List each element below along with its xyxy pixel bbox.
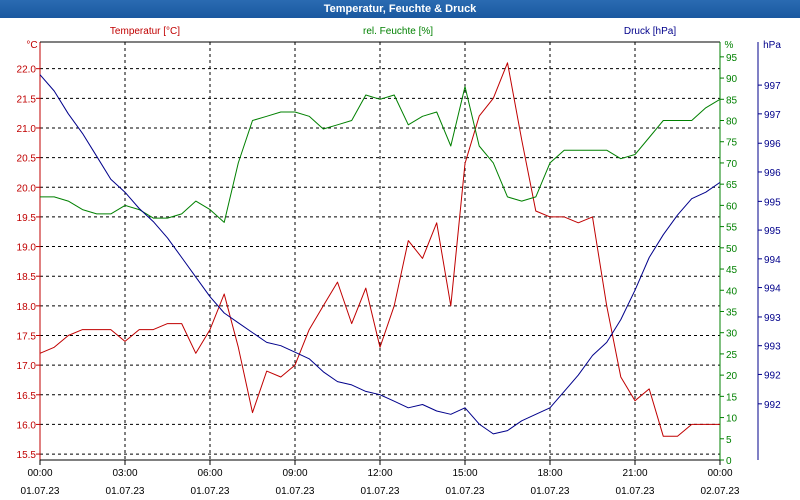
x-tick-label-time: 18:00: [537, 468, 562, 479]
humidity-tick-label: 80: [726, 117, 738, 128]
x-tick-label-date: 01.07.23: [361, 486, 400, 497]
humidity-tick-label: 50: [726, 244, 738, 255]
x-tick-label-date: 01.07.23: [106, 486, 145, 497]
axis-labels: 00:00 01.07.23 03:00 01.07.23 06:00 01.07.23 0…: [17, 53, 782, 497]
humidity-tick-label: 30: [726, 329, 738, 340]
humidity-tick-label: 0: [726, 456, 732, 467]
temperature-tick-label: 18.5: [17, 272, 37, 283]
pressure-tick-label: 997: [764, 110, 781, 121]
x-tick-label-time: 00:00: [707, 468, 732, 479]
x-tick-label-time: 00:00: [27, 468, 52, 479]
pressure-tick-label: 995: [764, 197, 781, 208]
humidity-tick-label: 75: [726, 138, 738, 149]
temperature-tick-label: 20.0: [17, 183, 37, 194]
series-lines: [39, 62, 721, 437]
pressure-tick-label: 996: [764, 168, 781, 179]
pressure-tick-label: 997: [764, 81, 781, 92]
temperature-tick-label: 16.0: [17, 420, 37, 431]
pressure-tick-label: 994: [764, 255, 781, 266]
x-tick-label-date: 02.07.23: [701, 486, 740, 497]
temperature-unit-label: °C: [26, 40, 37, 51]
humidity-tick-label: 70: [726, 159, 738, 170]
temperature-tick-label: 21.0: [17, 124, 37, 135]
temperature-tick-label: 20.5: [17, 154, 37, 165]
grid: [40, 42, 720, 460]
chart-canvas: 00:00 01.07.23 03:00 01.07.23 06:00 01.07.23 0…: [17, 26, 782, 497]
temperature-tick-label: 15.5: [17, 450, 37, 461]
humidity-tick-label: 40: [726, 286, 738, 297]
temperature-tick-label: 19.5: [17, 213, 37, 224]
x-tick-label-date: 01.07.23: [191, 486, 230, 497]
pressure-tick-label: 993: [764, 313, 781, 324]
pressure-tick-label: 992: [764, 370, 781, 381]
x-tick-label-time: 03:00: [112, 468, 137, 479]
temperature-tick-label: 19.0: [17, 243, 37, 254]
temperature-tick-label: 17.0: [17, 361, 37, 372]
humidity-unit-label: %: [725, 40, 734, 51]
temperature-tick-label: 17.5: [17, 331, 37, 342]
temperature-tick-label: 22.0: [17, 65, 37, 76]
x-tick-label-date: 01.07.23: [21, 486, 60, 497]
x-tick-label-time: 21:00: [622, 468, 647, 479]
x-tick-label-date: 01.07.23: [276, 486, 315, 497]
x-tick-label-date: 01.07.23: [531, 486, 570, 497]
x-tick-label-time: 12:00: [367, 468, 392, 479]
x-tick-label-time: 06:00: [197, 468, 222, 479]
humidity-tick-label: 20: [726, 371, 738, 382]
humidity-tick-label: 15: [726, 392, 738, 403]
pressure-tick-label: 995: [764, 226, 781, 237]
humidity-tick-label: 55: [726, 223, 738, 234]
pressure-tick-label: 996: [764, 139, 781, 150]
temperature-tick-label: 21.5: [17, 94, 37, 105]
legend-humidity: rel. Feuchte [%]: [363, 26, 433, 37]
humidity-tick-label: 90: [726, 74, 738, 85]
temperature-line: [39, 62, 720, 437]
temperature-tick-label: 18.0: [17, 302, 37, 313]
plot-frame: [36, 41, 762, 465]
humidity-tick-label: 85: [726, 95, 738, 106]
humidity-tick-label: 25: [726, 350, 738, 361]
humidity-line: [40, 86, 721, 223]
pressure-unit-label: hPa: [763, 40, 781, 51]
humidity-tick-label: 45: [726, 265, 738, 276]
x-tick-label-date: 01.07.23: [616, 486, 655, 497]
temperature-tick-label: 16.5: [17, 391, 37, 402]
humidity-tick-label: 95: [726, 53, 738, 64]
humidity-tick-label: 35: [726, 307, 738, 318]
legend-pressure: Druck [hPa]: [624, 26, 676, 37]
humidity-tick-label: 10: [726, 414, 738, 425]
pressure-line: [39, 74, 721, 435]
x-tick-label-date: 01.07.23: [446, 486, 485, 497]
pressure-tick-label: 994: [764, 284, 781, 295]
x-tick-label-time: 15:00: [452, 468, 477, 479]
chart-title: Temperatur, Feuchte & Druck: [0, 0, 800, 18]
humidity-tick-label: 5: [726, 435, 732, 446]
pressure-tick-label: 992: [764, 400, 781, 411]
x-tick-label-time: 09:00: [282, 468, 307, 479]
humidity-tick-label: 65: [726, 180, 738, 191]
humidity-tick-label: 60: [726, 201, 738, 212]
pressure-tick-label: 993: [764, 342, 781, 353]
legend-temperature: Temperatur [°C]: [110, 26, 180, 37]
